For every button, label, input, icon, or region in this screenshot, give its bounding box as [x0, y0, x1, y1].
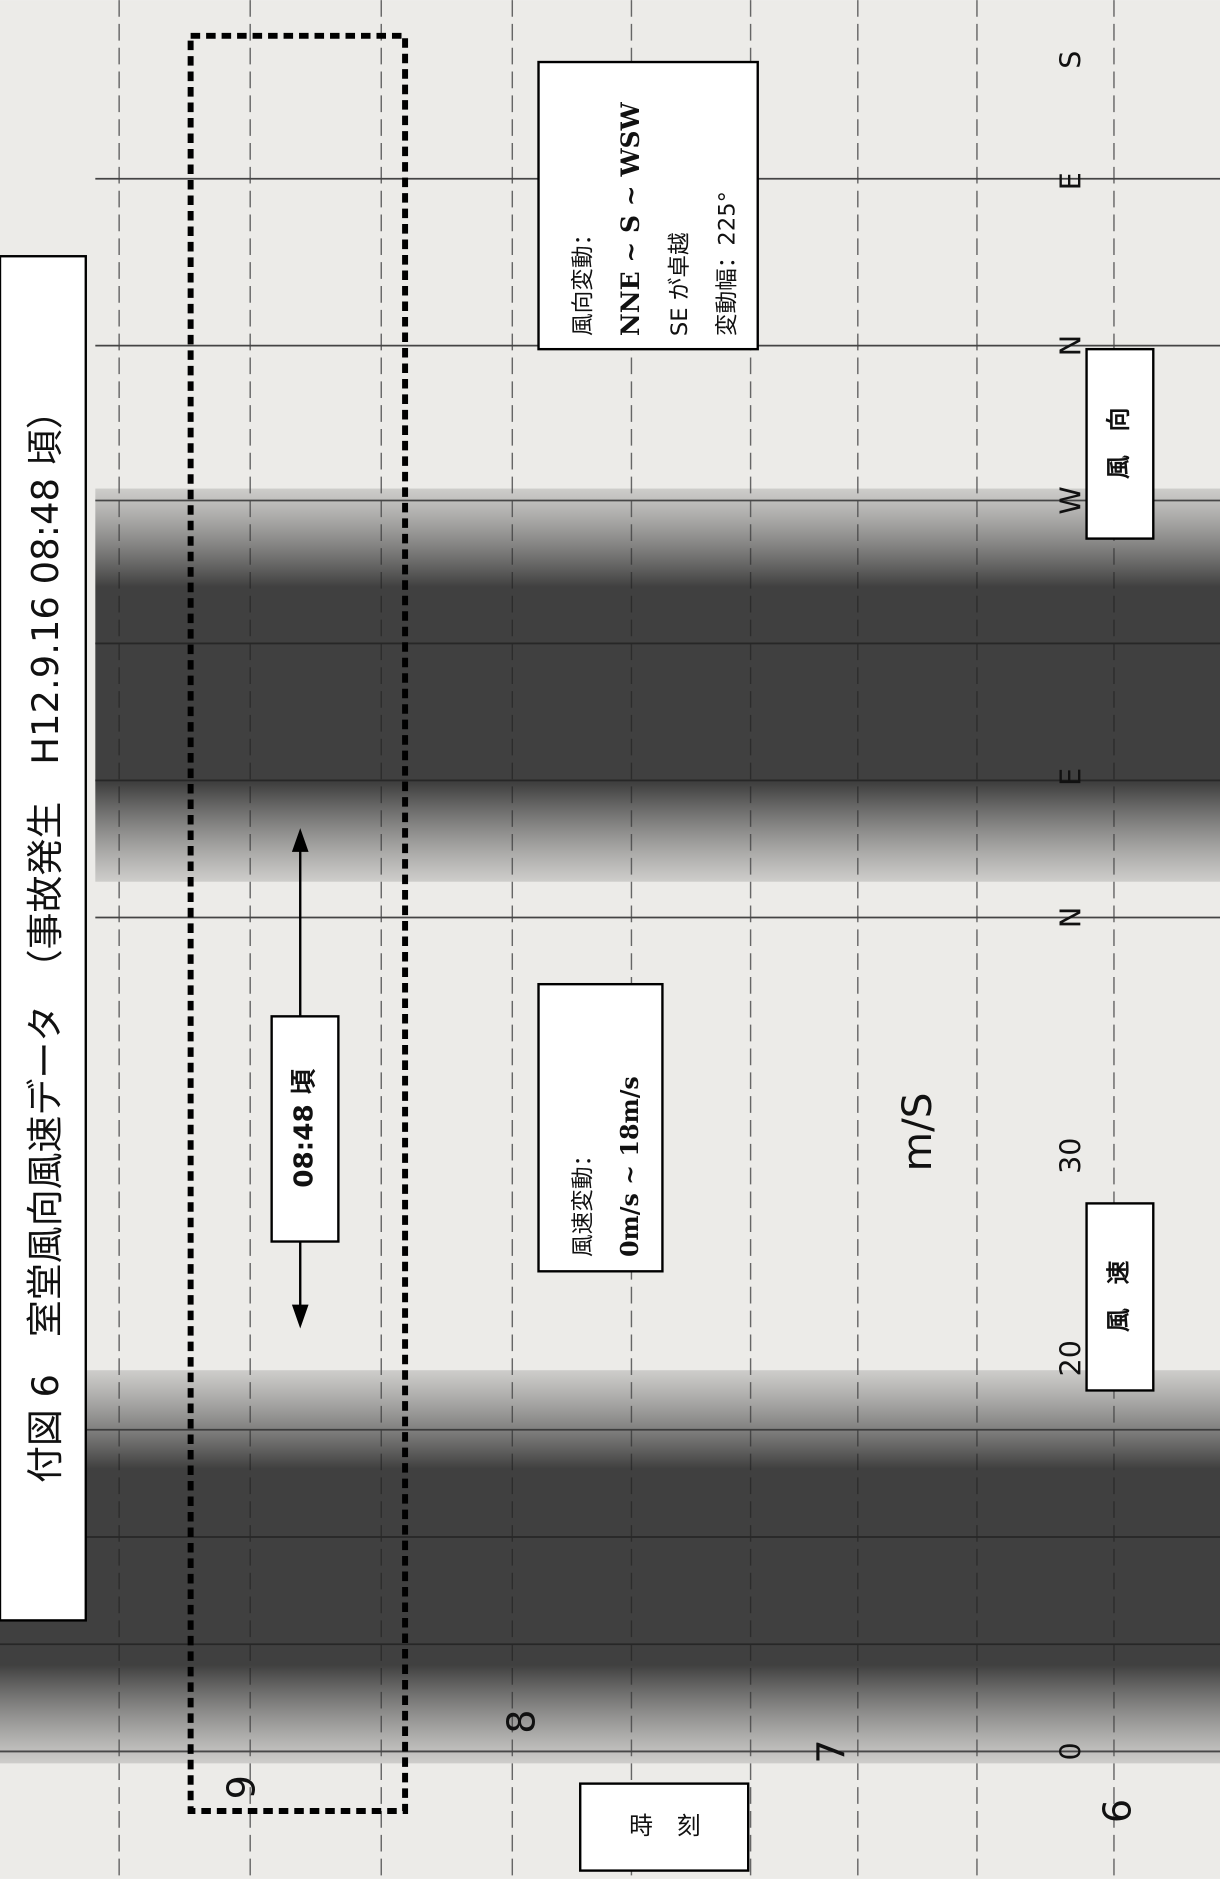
- speed-scale-label: 0: [1053, 1742, 1087, 1760]
- time-tick: 6: [1095, 1799, 1139, 1823]
- speed-label: 風 速: [1104, 1260, 1132, 1332]
- note-line: SE が卓越: [667, 232, 693, 336]
- speed-trace: [0, 1370, 1220, 1763]
- note-line: 風向変動：: [570, 223, 596, 336]
- note-line: NNE ~ S ~ WSW: [616, 101, 645, 336]
- time-tick: 8: [500, 1710, 544, 1734]
- direction-scale-label: W: [1053, 486, 1087, 514]
- direction-scale-label: N: [1053, 907, 1087, 928]
- direction-trace: [95, 489, 1220, 882]
- direction-scale-label: N: [1053, 335, 1087, 356]
- speed-scale-label: 30: [1053, 1138, 1087, 1174]
- note-line: 風速変動：: [570, 1144, 596, 1257]
- speed-unit: m/S: [893, 1093, 941, 1172]
- note-line: 変動幅：225°: [714, 191, 740, 336]
- note-line: 0m/s ~ 18m/s: [616, 1076, 644, 1257]
- title: 付図 6 室堂風向風速データ （事故発生 H12.9.16 08:48 頃）: [24, 392, 67, 1483]
- direction-scale-label: S: [1053, 51, 1087, 69]
- figure: 付図 6 室堂風向風速データ （事故発生 H12.9.16 08:48 頃） 0…: [0, 0, 1220, 1879]
- direction-scale-label: E: [1053, 172, 1087, 190]
- time-tick: 7: [809, 1739, 853, 1763]
- time-label: 時 刻: [629, 1812, 700, 1840]
- speed-scale-label: 20: [1053, 1340, 1087, 1376]
- direction-label: 風 向: [1104, 408, 1132, 479]
- time-marker-label: 08:48 頃: [290, 1068, 320, 1188]
- direction-scale-label: E: [1053, 768, 1087, 786]
- time-tick: 9: [220, 1775, 264, 1799]
